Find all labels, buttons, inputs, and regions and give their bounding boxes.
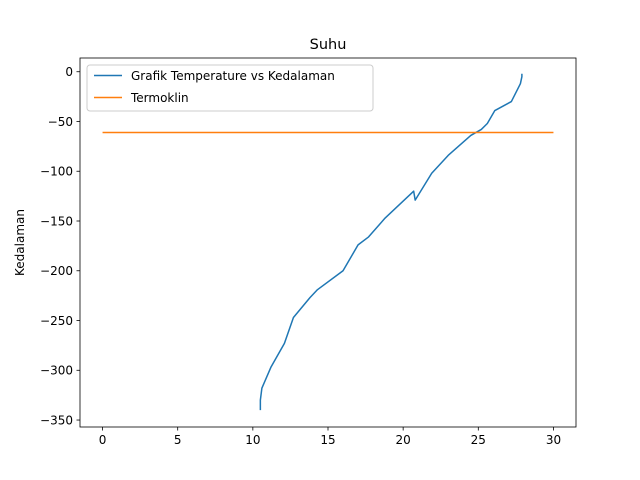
legend-label-series-2: Termoklin xyxy=(130,91,189,105)
legend: Grafik Temperature vs Kedalaman Termokli… xyxy=(86,64,374,112)
x-tick-label: 5 xyxy=(174,433,182,447)
x-tick-label: 25 xyxy=(471,433,486,447)
x-tick-label: 20 xyxy=(396,433,411,447)
x-tick-label: 0 xyxy=(99,433,107,447)
chart-title: Suhu xyxy=(310,37,347,53)
plot-area xyxy=(80,58,576,427)
legend-label-series-1: Grafik Temperature vs Kedalaman xyxy=(131,69,335,83)
y-tick-label: −350 xyxy=(40,413,73,427)
y-axis-label: Kedalaman xyxy=(13,209,27,276)
x-tick-label: 15 xyxy=(320,433,335,447)
y-tick-label: −50 xyxy=(48,115,73,129)
y-axis-ticks: 0 −50 −100 −150 −200 −250 −300 −350 xyxy=(40,65,80,427)
y-tick-label: 0 xyxy=(65,65,73,79)
y-tick-label: −100 xyxy=(40,165,73,179)
y-tick-label: −300 xyxy=(40,364,73,378)
series-line-1 xyxy=(259,73,523,411)
legend-box xyxy=(86,64,374,112)
y-tick-label: −250 xyxy=(40,314,73,328)
plot-frame xyxy=(79,57,577,428)
y-tick-label: −200 xyxy=(40,264,73,278)
x-axis-ticks: 0 5 10 15 20 25 30 xyxy=(99,427,561,447)
y-tick-label: −150 xyxy=(40,214,73,228)
x-tick-label: 30 xyxy=(546,433,561,447)
series-layer xyxy=(102,73,554,411)
x-tick-label: 10 xyxy=(245,433,260,447)
